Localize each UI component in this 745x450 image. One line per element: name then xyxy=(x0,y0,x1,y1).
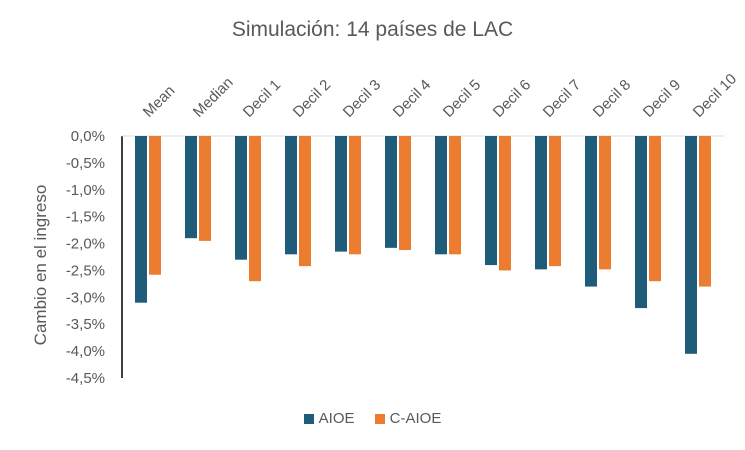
x-tick-label: Decil 10 xyxy=(690,70,740,120)
y-tick-label: -4,5% xyxy=(66,370,105,387)
bar-c-aioe xyxy=(449,136,461,255)
bar-aioe xyxy=(135,136,147,303)
bar-aioe xyxy=(385,136,397,248)
y-tick-label: -2,0% xyxy=(66,236,105,253)
bar-c-aioe xyxy=(199,136,211,241)
y-axis-label: Cambio en el ingreso xyxy=(31,185,50,346)
bar-c-aioe xyxy=(549,136,561,267)
legend-item-c-aioe: C-AIOE xyxy=(374,410,442,427)
x-tick-label: Decil 5 xyxy=(440,76,484,120)
y-tick-label: -3,0% xyxy=(66,289,105,306)
x-tick-label: Mean xyxy=(140,82,179,121)
bar-aioe xyxy=(435,136,447,255)
bar-c-aioe xyxy=(499,136,511,271)
bar-aioe xyxy=(185,136,197,239)
x-tick-label: Decil 6 xyxy=(490,76,534,120)
bar-c-aioe xyxy=(599,136,611,270)
y-tick-label: -0,5% xyxy=(66,155,105,172)
bar-aioe xyxy=(235,136,247,260)
y-tick-label: -4,0% xyxy=(66,343,105,360)
legend-item-aioe: AIOE xyxy=(303,410,355,427)
x-tick-label: Decil 8 xyxy=(590,76,634,120)
bar-aioe xyxy=(635,136,647,309)
y-tick-label: -3,5% xyxy=(66,316,105,333)
legend-label-c-aioe: C-AIOE xyxy=(389,410,442,427)
bar-aioe xyxy=(685,136,697,354)
x-tick-label: Decil 9 xyxy=(640,76,684,120)
y-tick-label: -1,0% xyxy=(66,182,105,199)
x-tick-label: Decil 4 xyxy=(390,76,434,120)
legend-swatch-c-aioe xyxy=(374,413,385,424)
bar-aioe xyxy=(485,136,497,266)
x-tick-label: Decil 1 xyxy=(240,76,284,120)
x-tick-label: Decil 3 xyxy=(340,76,384,120)
legend-swatch-aioe xyxy=(303,413,314,424)
y-tick-label: -2,5% xyxy=(66,262,105,279)
x-tick-label: Decil 7 xyxy=(540,76,584,120)
bar-c-aioe xyxy=(649,136,661,282)
bar-c-aioe xyxy=(249,136,261,282)
legend-label-aioe: AIOE xyxy=(318,410,355,427)
bar-aioe xyxy=(585,136,597,287)
x-tick-label: Decil 2 xyxy=(290,76,334,120)
x-tick-label: Median xyxy=(190,74,237,121)
y-tick-label: 0,0% xyxy=(71,128,105,145)
chart-title: Simulación: 14 países de LAC xyxy=(231,18,514,41)
bar-aioe xyxy=(285,136,297,255)
bar-c-aioe xyxy=(349,136,361,255)
bar-c-aioe xyxy=(149,136,161,275)
bar-c-aioe xyxy=(699,136,711,287)
legend: AIOE C-AIOE xyxy=(0,410,745,428)
bar-aioe xyxy=(535,136,547,270)
y-tick-label: -1,5% xyxy=(66,209,105,226)
bar-c-aioe xyxy=(399,136,411,251)
bar-c-aioe xyxy=(299,136,311,267)
bar-aioe xyxy=(335,136,347,252)
